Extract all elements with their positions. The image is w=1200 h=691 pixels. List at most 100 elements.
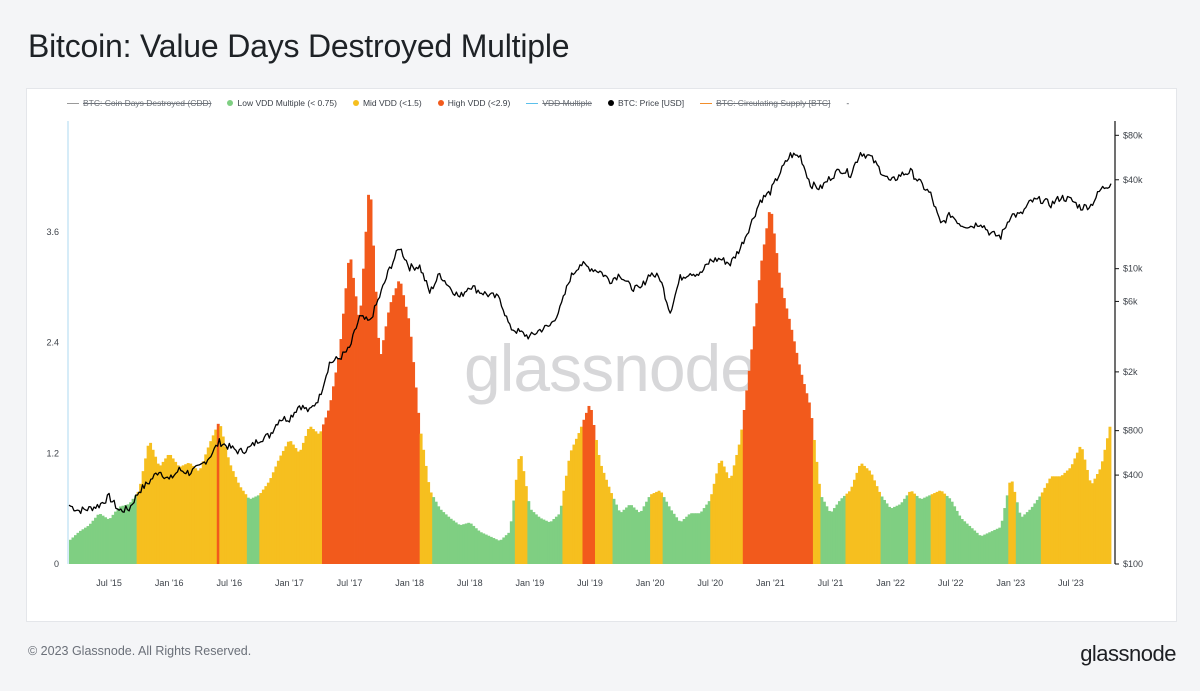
vdd-bar bbox=[625, 507, 628, 564]
legend-item-6[interactable]: BTC: Circulating Supply [BTC] bbox=[700, 98, 830, 108]
vdd-bar bbox=[870, 474, 874, 564]
vdd-bar bbox=[827, 510, 831, 564]
vdd-bar bbox=[507, 532, 511, 564]
vdd-bar bbox=[539, 518, 543, 564]
vdd-bar bbox=[96, 514, 100, 564]
vdd-bar bbox=[647, 497, 651, 564]
vdd-bar bbox=[344, 288, 348, 564]
vdd-bar bbox=[863, 465, 866, 564]
vdd-bar bbox=[735, 454, 739, 564]
vdd-bar bbox=[1040, 492, 1044, 564]
legend-item-0[interactable]: BTC: Coin Days Destroyed (CDD) bbox=[67, 98, 211, 108]
vdd-bar bbox=[737, 444, 741, 564]
page-title: Bitcoin: Value Days Destroyed Multiple bbox=[28, 28, 570, 64]
vdd-bar bbox=[452, 520, 456, 564]
vdd-bar bbox=[387, 312, 391, 564]
vdd-bar bbox=[765, 228, 769, 564]
vdd-bar bbox=[372, 245, 375, 564]
vdd-bar bbox=[925, 496, 929, 564]
vdd-bar bbox=[301, 442, 305, 564]
vdd-bar bbox=[880, 496, 884, 564]
vdd-bar bbox=[397, 281, 401, 564]
vdd-bar bbox=[692, 513, 696, 564]
vdd-bar bbox=[895, 505, 899, 564]
vdd-bar bbox=[775, 253, 779, 564]
vdd-bar bbox=[898, 504, 901, 564]
vdd-bar bbox=[960, 519, 964, 564]
vdd-bar bbox=[602, 472, 606, 564]
vdd-bar bbox=[532, 512, 536, 564]
vdd-bar bbox=[412, 362, 416, 564]
legend-item-5[interactable]: BTC: Price [USD] bbox=[607, 98, 684, 108]
vdd-bar bbox=[562, 490, 566, 564]
legend-item-1[interactable]: Low VDD Multiple (< 0.75) bbox=[227, 98, 337, 108]
legend-item-3[interactable]: High VDD (<2.9) bbox=[437, 98, 511, 108]
vdd-bar bbox=[812, 439, 816, 564]
legend-item-4[interactable]: VDD Multiple bbox=[526, 98, 592, 108]
x-tick-label: Jul '17 bbox=[337, 578, 363, 588]
vdd-bar bbox=[382, 340, 385, 564]
vdd-bar bbox=[622, 509, 626, 564]
vdd-bar bbox=[121, 505, 125, 564]
legend-swatch bbox=[227, 100, 234, 106]
vdd-bar bbox=[762, 244, 766, 564]
legend-label: High VDD (<2.9) bbox=[447, 98, 511, 108]
vdd-bar bbox=[274, 466, 278, 564]
vdd-bar bbox=[975, 532, 979, 564]
x-tick-label: Jul '23 bbox=[1058, 578, 1084, 588]
vdd-bar bbox=[296, 451, 300, 564]
vdd-bar bbox=[657, 490, 661, 564]
vdd-bar bbox=[271, 472, 275, 564]
vdd-bar bbox=[938, 490, 942, 564]
vdd-bar bbox=[502, 537, 506, 564]
btc-price-line bbox=[68, 151, 1112, 515]
vdd-bar bbox=[953, 506, 957, 564]
vdd-bar bbox=[913, 493, 917, 564]
vdd-bar bbox=[875, 486, 879, 564]
vdd-bar bbox=[1063, 472, 1067, 564]
vdd-bar bbox=[800, 374, 804, 564]
vdd-bar bbox=[755, 303, 759, 564]
vdd-bar bbox=[617, 510, 621, 564]
vdd-bar bbox=[842, 495, 846, 564]
vdd-bar bbox=[940, 491, 944, 564]
x-tick-label: Jul '16 bbox=[216, 578, 242, 588]
vdd-bar bbox=[630, 505, 633, 564]
vdd-bar bbox=[685, 516, 689, 564]
vdd-bar bbox=[993, 529, 997, 564]
vdd-bar bbox=[332, 386, 335, 564]
vdd-bar bbox=[592, 424, 596, 564]
vdd-bar bbox=[156, 463, 160, 564]
x-tick-label: Jul '15 bbox=[96, 578, 122, 588]
y-right-tick-label: $100 bbox=[1123, 559, 1143, 569]
vdd-bar bbox=[725, 472, 729, 564]
vdd-bar bbox=[329, 400, 333, 564]
legend-item-2[interactable]: Mid VDD (<1.5) bbox=[352, 98, 422, 108]
vdd-bar bbox=[199, 468, 203, 564]
vdd-bar bbox=[149, 442, 153, 564]
vdd-bar bbox=[194, 468, 198, 564]
vdd-bar bbox=[221, 436, 225, 564]
vdd-bar bbox=[747, 370, 751, 564]
vdd-chart[interactable]: glassnode 0 1.2 2.4 3.6 $100 $400 $800 $2k $6k $10… bbox=[27, 113, 1176, 621]
vdd-bar bbox=[357, 314, 360, 564]
vdd-bar bbox=[479, 532, 483, 564]
vdd-bar bbox=[605, 479, 608, 564]
vdd-bar bbox=[810, 418, 814, 564]
vdd-bar bbox=[369, 199, 373, 564]
vdd-bar bbox=[1050, 476, 1054, 564]
vdd-bar bbox=[354, 296, 358, 564]
vdd-bar bbox=[196, 470, 200, 564]
vdd-bar bbox=[519, 456, 523, 564]
vdd-bar bbox=[154, 456, 158, 564]
vdd-bar bbox=[286, 441, 290, 564]
vdd-bar bbox=[126, 504, 130, 564]
legend-item-7[interactable]: - bbox=[846, 98, 849, 108]
vdd-bar bbox=[111, 514, 115, 564]
vdd-bar bbox=[552, 519, 556, 564]
vdd-bar bbox=[1043, 487, 1047, 564]
vdd-bar bbox=[464, 523, 468, 564]
vdd-bar bbox=[807, 402, 811, 564]
vdd-bar bbox=[650, 494, 654, 564]
vdd-bar bbox=[306, 429, 310, 564]
